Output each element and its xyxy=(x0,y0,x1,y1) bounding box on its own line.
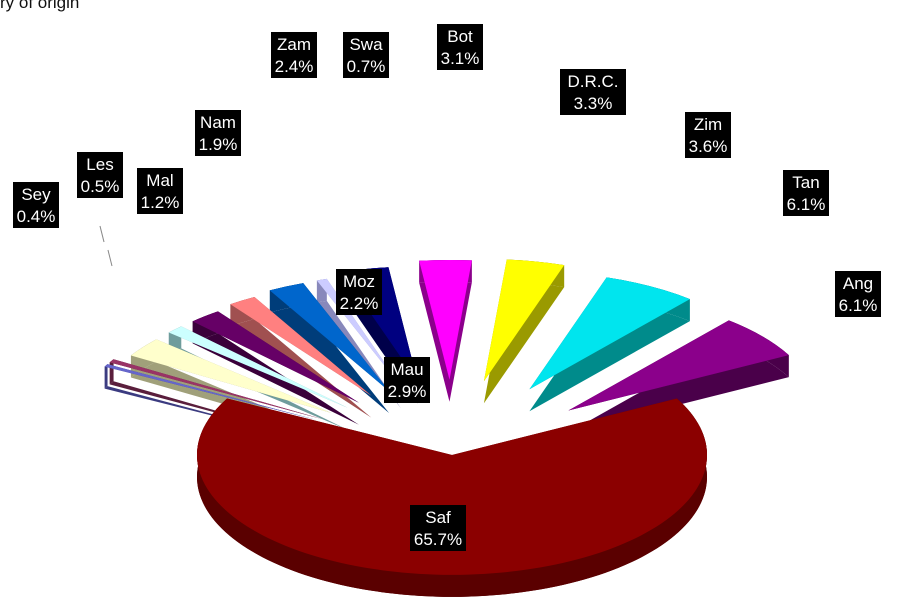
label-percent-mau: 2.9% xyxy=(388,382,427,401)
connector-sey xyxy=(99,225,105,243)
label-nam: Nam 1.9% xyxy=(195,110,241,156)
label-name-tan: Tan xyxy=(792,173,819,192)
label-name-zim: Zim xyxy=(694,115,722,134)
label-name-mau: Mau xyxy=(390,360,423,379)
label-percent-moz: 2.2% xyxy=(340,294,379,313)
label-box-swa xyxy=(343,32,389,78)
label-mal: Mal 1.2% xyxy=(137,168,183,214)
label-zim: Zim 3.6% xyxy=(685,112,731,158)
label-box-zim xyxy=(685,112,731,158)
label-box-mal xyxy=(137,168,183,214)
label-box-tan xyxy=(783,170,829,216)
label-box-drc xyxy=(560,69,626,115)
slice-nam xyxy=(230,297,372,418)
label-percent-mal: 1.2% xyxy=(141,193,180,212)
label-percent-sey: 0.4% xyxy=(17,207,56,226)
label-ang: Ang 6.1% xyxy=(835,271,881,317)
label-percent-drc: 3.3% xyxy=(574,94,613,113)
label-name-les: Les xyxy=(86,155,113,174)
label-name-zam: Zam xyxy=(277,35,311,54)
label-percent-swa: 0.7% xyxy=(347,57,386,76)
label-box-les xyxy=(77,152,123,198)
label-percent-les: 0.5% xyxy=(81,177,120,196)
label-zam: Zam 2.4% xyxy=(271,32,317,78)
label-name-sey: Sey xyxy=(21,185,51,204)
slice-sey xyxy=(104,364,317,442)
label-percent-zim: 3.6% xyxy=(689,137,728,156)
label-name-mal: Mal xyxy=(146,171,173,190)
label-drc: D.R.C. 3.3% xyxy=(560,69,626,115)
slice-drc xyxy=(419,259,472,402)
slice-labels: Saf 65.7% Ang 6.1% Tan 6.1% Zim 3.6% D.R.C. 3.3% B… xyxy=(13,24,881,551)
label-percent-bot: 3.1% xyxy=(441,49,480,68)
label-name-nam: Nam xyxy=(200,113,236,132)
slice-ang xyxy=(568,320,789,433)
label-name-ang: Ang xyxy=(843,274,873,293)
chart-caption: ry of origin xyxy=(0,0,80,12)
label-box-bot xyxy=(437,24,483,70)
label-box-sey xyxy=(13,182,59,228)
label-name-moz: Moz xyxy=(343,272,375,291)
label-name-bot: Bot xyxy=(447,27,473,46)
label-swa: Swa 0.7% xyxy=(343,32,389,78)
label-moz: Moz 2.2% xyxy=(336,269,382,315)
label-name-saf: Saf xyxy=(425,508,451,527)
slice-zam xyxy=(269,283,390,414)
label-percent-nam: 1.9% xyxy=(199,135,238,154)
label-connectors xyxy=(99,225,113,267)
slice-saf xyxy=(197,398,708,597)
connector-les xyxy=(107,249,113,267)
label-percent-saf: 65.7% xyxy=(414,530,462,549)
label-bot: Bot 3.1% xyxy=(437,24,483,70)
label-sey: Sey 0.4% xyxy=(13,182,59,228)
label-percent-zam: 2.4% xyxy=(275,57,314,76)
label-box-ang xyxy=(835,271,881,317)
label-box-saf xyxy=(410,505,466,551)
label-tan: Tan 6.1% xyxy=(783,170,829,216)
label-percent-tan: 6.1% xyxy=(787,195,826,214)
label-name-swa: Swa xyxy=(349,35,383,54)
label-saf: Saf 65.7% xyxy=(410,505,466,551)
label-les: Les 0.5% xyxy=(77,152,123,198)
label-name-drc: D.R.C. xyxy=(568,72,619,91)
slice-tan xyxy=(529,277,690,412)
label-box-zam xyxy=(271,32,317,78)
label-percent-ang: 6.1% xyxy=(839,296,878,315)
label-box-mau xyxy=(384,357,430,403)
slice-zim xyxy=(483,259,565,404)
label-mau: Mau 2.9% xyxy=(384,357,430,403)
label-box-moz xyxy=(336,269,382,315)
label-box-nam xyxy=(195,110,241,156)
